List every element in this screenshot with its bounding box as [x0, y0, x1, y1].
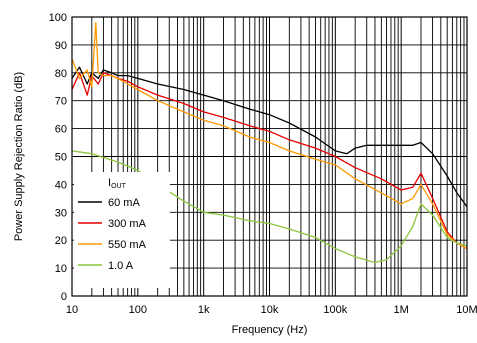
legend-title: IOUT: [108, 177, 127, 190]
y-tick-label: 30: [55, 207, 67, 219]
plot-frame: [71, 16, 468, 297]
legend-title-subscript: OUT: [111, 183, 127, 190]
x-tick-label: 100: [129, 304, 147, 316]
y-tick-label: 90: [55, 40, 67, 52]
x-tick-label: 100k: [323, 304, 347, 316]
y-tick-label: 10: [55, 263, 67, 275]
legend-label: 60 mA: [108, 197, 140, 209]
y-tick-label: 100: [49, 12, 67, 24]
x-tick-label: 10: [66, 304, 78, 316]
x-tick-label: 10M: [456, 304, 477, 316]
legend-background: [74, 172, 170, 288]
series-line: [71, 21, 468, 250]
x-tick-label: 1k: [198, 304, 210, 316]
y-tick-label: 50: [55, 152, 67, 164]
legend-label: 1.0 A: [108, 260, 134, 272]
grid: [72, 17, 467, 296]
y-tick-label: 60: [55, 124, 67, 136]
y-tick-label: 80: [55, 68, 67, 80]
series-line: [71, 66, 468, 208]
y-tick-labels: 0 10 20 30 40 50 60 70 80 90 100: [49, 12, 67, 303]
x-tick-labels: 10 100 1k 10k 100k 1M 10M: [66, 304, 477, 316]
series-line: [71, 72, 468, 250]
legend-title-main: I: [108, 177, 111, 189]
y-tick-label: 70: [55, 96, 67, 108]
legend-label: 300 mA: [108, 218, 147, 230]
x-tick-label: 1M: [394, 304, 409, 316]
legend: IOUT 60 mA 300 mA 550 mA 1.0 A: [74, 172, 170, 288]
x-axis-title: Frequency (Hz): [232, 324, 308, 336]
y-tick-label: 20: [55, 235, 67, 247]
y-axis-title: Power Supply Rejection Ratio (dB): [13, 72, 25, 241]
legend-label: 550 mA: [108, 239, 147, 251]
y-tick-label: 0: [61, 291, 67, 303]
y-tick-label: 40: [55, 179, 67, 191]
x-tick-label: 10k: [261, 304, 279, 316]
